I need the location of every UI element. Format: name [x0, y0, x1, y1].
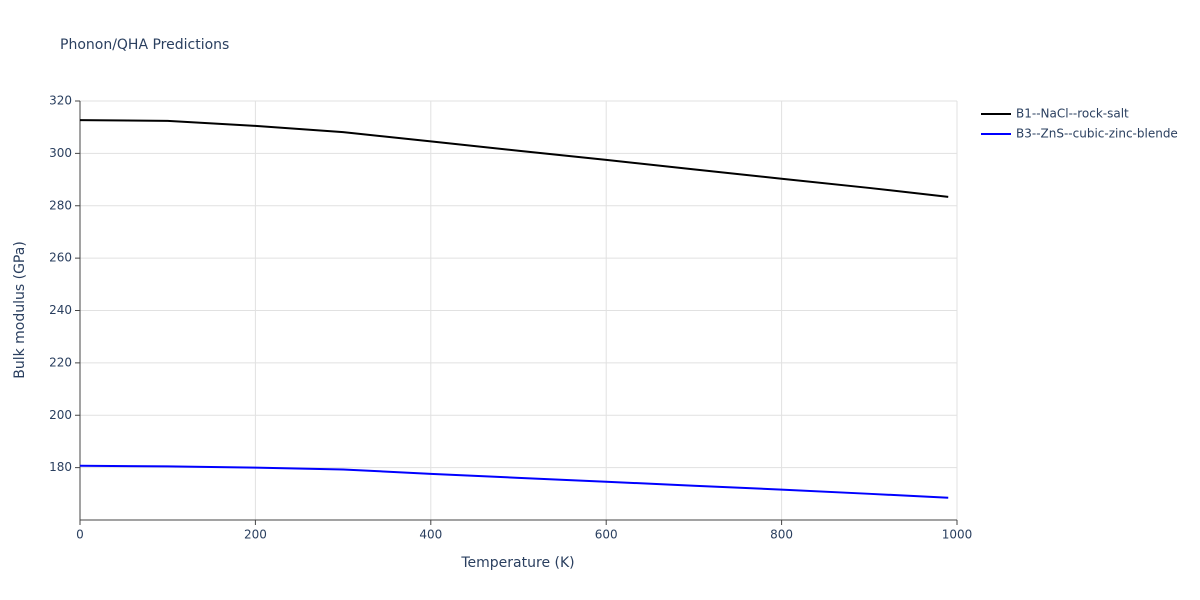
legend-label: B3--ZnS--cubic-zinc-blende [1016, 127, 1178, 141]
y-tick-label: 240 [49, 303, 72, 317]
x-tick-label: 1000 [942, 528, 973, 542]
y-axis-title: Bulk modulus (GPa) [12, 241, 28, 379]
x-tick-label: 800 [770, 528, 793, 542]
legend-label: B1--NaCl--rock-salt [1016, 107, 1129, 121]
x-tick-label: 200 [244, 528, 267, 542]
y-tick-label: 220 [49, 355, 72, 369]
x-tick-label: 0 [76, 528, 84, 542]
y-tick-label: 200 [49, 408, 72, 422]
x-axis-title: Temperature (K) [460, 555, 574, 571]
x-tick-label: 400 [419, 528, 442, 542]
y-tick-label: 280 [49, 198, 72, 212]
y-tick-label: 180 [49, 460, 72, 474]
y-tick-label: 300 [49, 146, 72, 160]
x-tick-label: 600 [595, 528, 618, 542]
data-line [79, 464, 949, 499]
data-line [79, 119, 949, 198]
y-tick-label: 260 [49, 251, 72, 265]
y-tick-label: 320 [49, 94, 72, 108]
chart-title: Phonon/QHA Predictions [60, 37, 229, 53]
